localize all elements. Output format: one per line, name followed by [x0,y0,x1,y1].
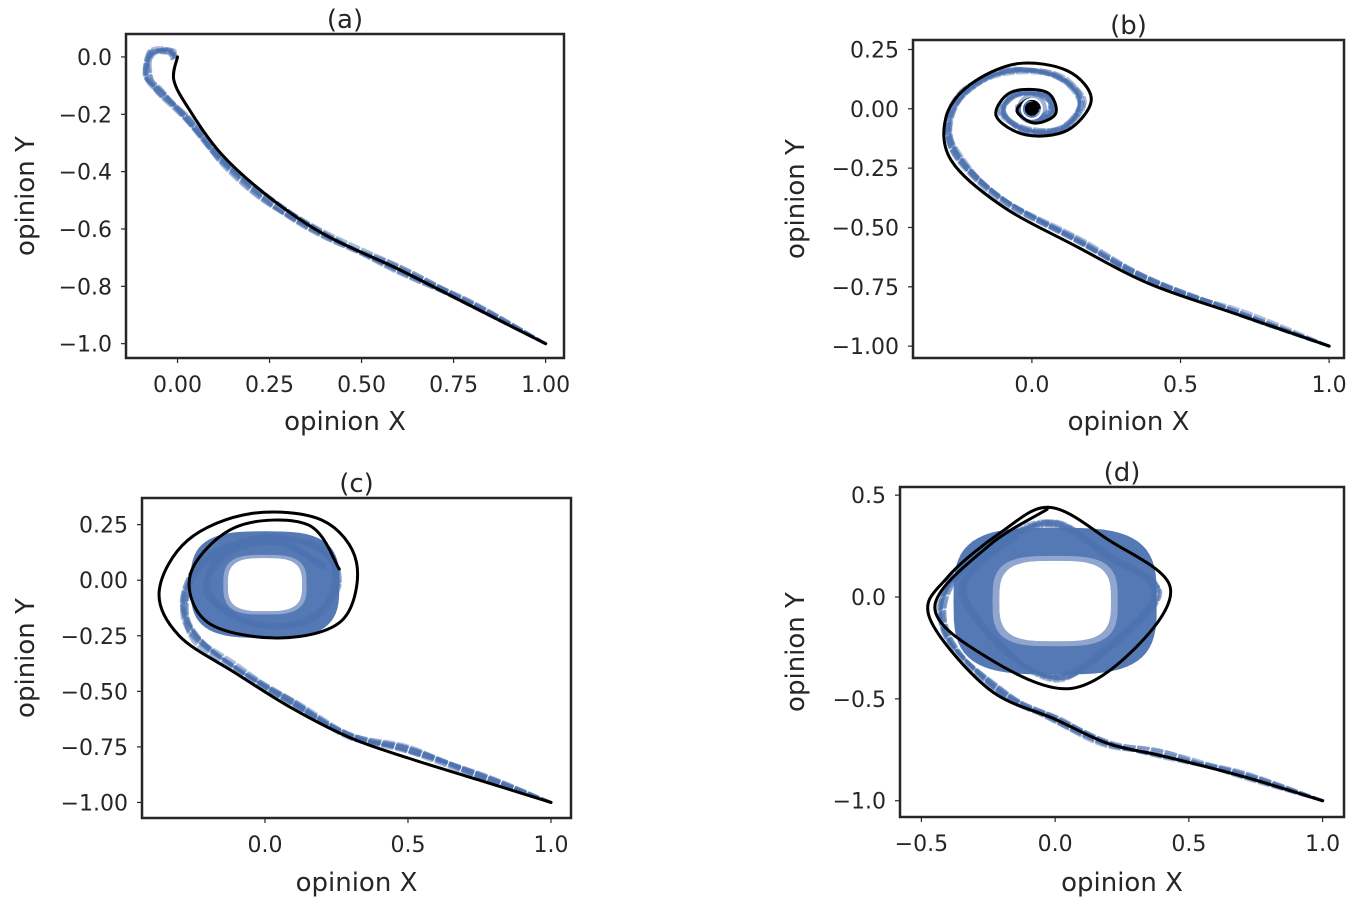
sample-trajectory [179,537,553,804]
plot-area [157,510,553,804]
sample-trajectory [145,48,548,346]
y-tick-label: 0.00 [79,569,128,594]
y-tick-label: −0.50 [61,680,128,705]
subplot-d: −0.5 0.0 0.5 1.0 0.5 0.0 −0.5 −1.0 (d) opinion X o… [781,458,1346,898]
sample-trajectory [146,48,548,346]
sample-trajectory [142,47,548,346]
x-tick-label: 0.5 [1163,373,1198,398]
y-tick-label: 0.25 [850,38,899,63]
x-tick-label: 0.0 [247,833,282,858]
subplot-b: 0.0 0.5 1.0 0.25 0.00 −0.25 −0.50 −0.75 −1.00 (b)… [781,11,1347,437]
y-axis-label: opinion Y [781,592,811,712]
x-tick-label: 0.5 [1171,832,1206,857]
y-axis-label: opinion Y [11,598,41,718]
sample-trajectory [948,66,1331,348]
x-tick-label: 0.00 [153,373,202,398]
axes-frame [911,38,1346,360]
mean-trajectory [926,505,1325,803]
sample-trajectory [148,48,548,346]
sample-trajectory [143,46,548,346]
axes-frame [898,485,1346,819]
sample-trajectory [144,49,548,346]
cycle-density-inner [992,555,1118,647]
y-tick-label: −1.0 [833,790,886,815]
y-axis-label: opinion Y [781,139,811,259]
plot-area [942,61,1331,348]
y-tick-label: −0.75 [832,276,899,301]
subplot-title: (a) [327,5,363,35]
y-tick-label: −0.25 [61,625,128,650]
axes-frame [124,32,566,360]
subplot-a: 0.00 0.25 0.50 0.75 1.00 0.0 −0.2 −0.4 −0.6 −0.8 −… [11,5,570,437]
x-tick-label: 1.0 [533,833,568,858]
axes-frame [140,496,573,820]
x-tick-label: 1.0 [1312,373,1347,398]
plot-area [926,505,1325,803]
y-tick-label: 0.5 [851,484,886,509]
mean-trajectory [171,55,548,346]
x-axis-label: opinion X [1061,868,1183,898]
plot-area [142,46,548,346]
sample-trajectory [185,535,553,804]
y-tick-label: −0.50 [832,216,899,241]
y-tick-label: −1.00 [832,335,899,360]
sample-trajectory [144,48,548,346]
mean-trajectory [942,61,1331,348]
x-axis-label: opinion X [284,407,406,437]
x-tick-label: 0.0 [1038,832,1073,857]
x-tick-label: 1.00 [521,373,570,398]
sample-trajectory [144,48,548,346]
subplot-title: (b) [1110,11,1147,41]
y-tick-label: −0.25 [832,157,899,182]
cycle-density-inner [223,554,307,615]
y-tick-label: 0.0 [851,586,886,611]
spiral-center-ring [1020,97,1043,120]
y-tick-label: −1.0 [59,333,112,358]
y-tick-label: −0.75 [61,736,128,761]
y-tick-label: −0.6 [59,218,112,243]
y-axis-label: opinion Y [11,136,41,256]
x-tick-label: 0.75 [429,373,478,398]
y-tick-label: 0.25 [79,514,128,539]
x-axis-label: opinion X [1068,407,1190,437]
x-tick-label: 0.5 [390,833,425,858]
sample-trajectory [143,47,548,346]
sample-trajectory [146,47,548,346]
x-tick-label: −0.5 [895,832,948,857]
y-tick-label: 0.00 [850,98,899,123]
sample-trajectory [142,50,548,346]
spiral-center [1024,101,1039,116]
x-tick-label: 0.25 [245,373,294,398]
y-tick-label: −0.2 [59,103,112,128]
x-axis-label: opinion X [296,868,418,898]
y-tick-label: 0.0 [77,46,112,71]
y-tick-label: −0.5 [833,688,886,713]
sample-trajectory [145,51,548,346]
y-tick-label: −0.4 [59,161,112,186]
y-tick-label: −1.00 [61,791,128,816]
subplot-title: (d) [1104,458,1141,488]
subplot-title: (c) [339,469,374,499]
y-tick-label: −0.8 [59,275,112,300]
cycle-density [190,531,340,638]
x-tick-label: 1.0 [1305,832,1340,857]
mean-trajectory [157,510,553,804]
x-tick-label: 0.0 [1014,373,1049,398]
x-tick-label: 0.50 [337,373,386,398]
subplot-c: 0.0 0.5 1.0 0.25 0.00 −0.25 −0.50 −0.75 −1.00 (c)… [11,469,573,898]
